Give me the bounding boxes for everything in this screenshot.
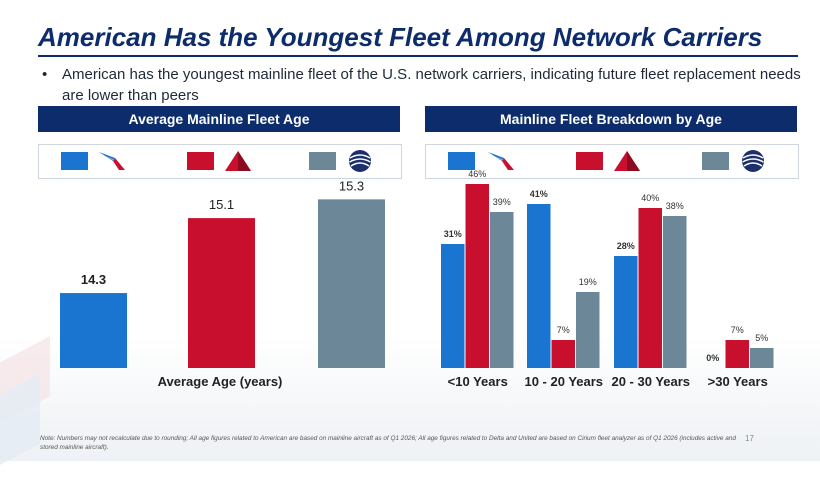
data-label: 38%: [666, 201, 684, 211]
left-legend: [38, 144, 402, 179]
american-eagle-icon: [99, 152, 125, 170]
united-globe-icon: [742, 150, 764, 172]
data-label: 14.3: [81, 272, 106, 287]
title-underline: [38, 55, 798, 57]
data-label: 40%: [641, 193, 659, 203]
page-number: 17: [745, 434, 754, 443]
united-swatch: [309, 152, 336, 170]
delta-swatch: [187, 152, 214, 170]
united-swatch: [702, 152, 729, 170]
data-label: 19%: [579, 277, 597, 287]
delta-widget-icon: [614, 151, 640, 171]
right-panel-header: Mainline Fleet Breakdown by Age: [425, 106, 797, 132]
right-legend: [425, 144, 799, 179]
bullet-icon: •: [42, 66, 48, 83]
data-label: 41%: [530, 189, 548, 199]
data-label: 28%: [617, 241, 635, 251]
footnote: Note: Numbers may not recalculate due to…: [40, 435, 736, 451]
slide-title: American Has the Youngest Fleet Among Ne…: [38, 22, 763, 52]
data-label: 15.3: [339, 178, 364, 193]
united-globe-icon: [349, 150, 371, 172]
data-label: 15.1: [209, 197, 234, 212]
bullet-text: American has the youngest mainline fleet…: [62, 66, 801, 104]
data-label: 31%: [444, 229, 462, 239]
data-label: 7%: [731, 325, 744, 335]
american-swatch: [61, 152, 88, 170]
decorative-stripe: [0, 373, 40, 486]
american-eagle-icon: [488, 152, 514, 170]
american-swatch: [448, 152, 475, 170]
delta-widget-icon: [225, 151, 251, 171]
delta-swatch: [576, 152, 603, 170]
data-label: 7%: [557, 325, 570, 335]
left-panel-header: Average Mainline Fleet Age: [38, 106, 400, 132]
bullet-point: • American has the youngest mainline fle…: [42, 64, 802, 106]
data-label: 39%: [493, 197, 511, 207]
